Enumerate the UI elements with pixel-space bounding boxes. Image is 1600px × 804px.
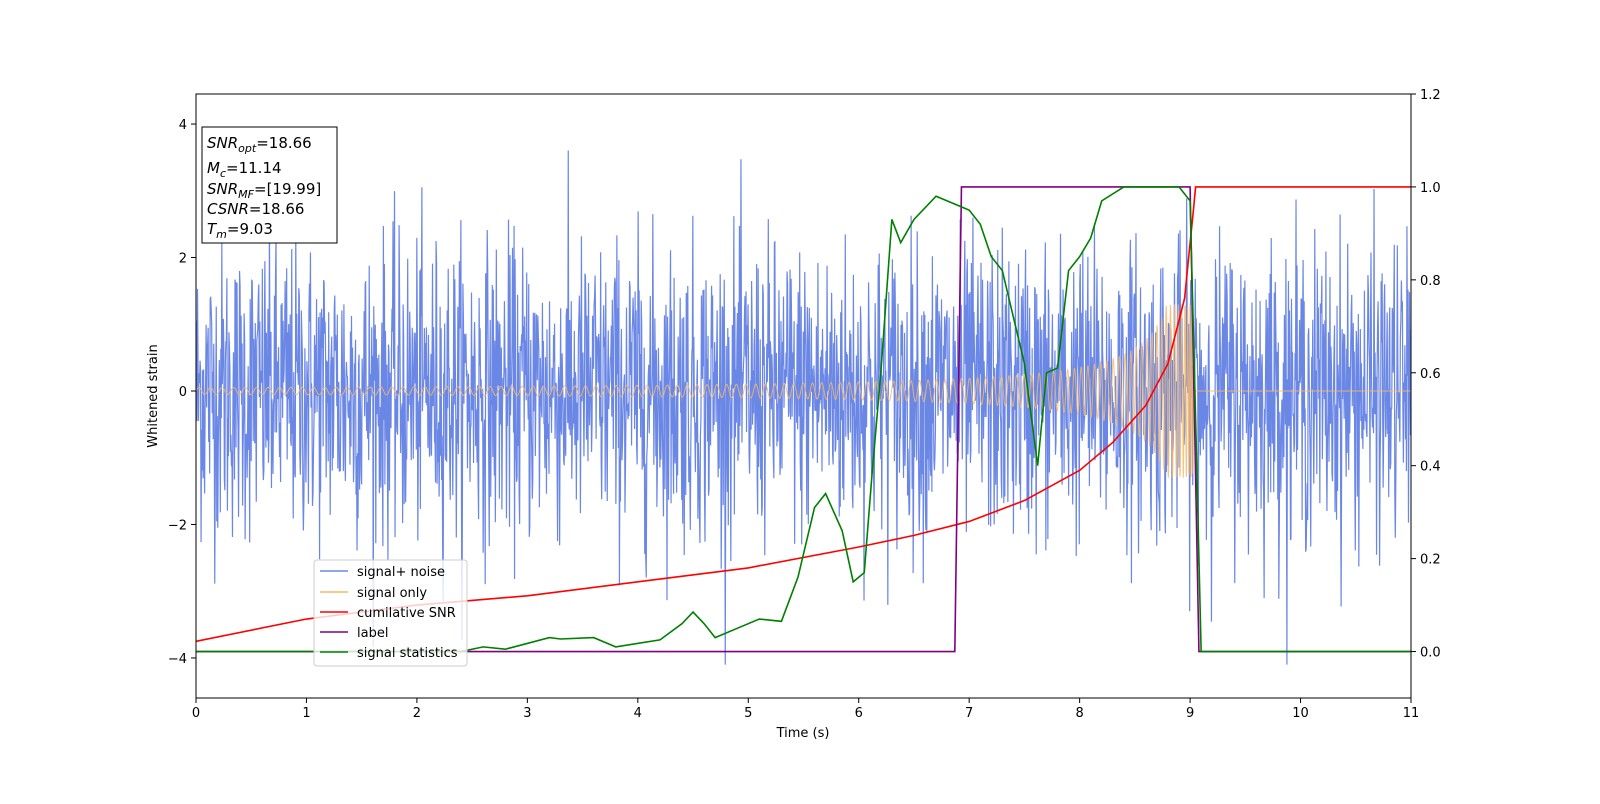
info-box: SNRopt=18.66 Mc=11.14 SNRMF=[19.99] CSNR…	[201, 126, 338, 244]
legend: signal+ noise signal only cumilative SNR…	[313, 559, 468, 667]
x-tick-label: 5	[744, 706, 752, 721]
x-tick-label: 0	[192, 706, 200, 721]
series-signal-statistics	[196, 186, 1411, 653]
x-tick-label: 8	[1075, 706, 1083, 721]
plot-frame	[195, 93, 1412, 699]
x-tick-label: 2	[413, 706, 421, 721]
info-box-frame	[201, 126, 338, 244]
y2-tick-label: 0.8	[1420, 274, 1441, 289]
series-cumulative-snr	[196, 186, 1411, 643]
info-mc: Mc=11.14	[207, 159, 282, 180]
info-snr-mf: SNRMF=[19.99]	[207, 180, 321, 201]
axis-layer: 0 1 2 3 4 5 6 7 8 9 10 11 −4 −2 0 2 4 0.0 0.2 0.4 0.6 0.8 1.0 1…	[168, 88, 1441, 721]
y2-tick-label: 0.4	[1420, 460, 1441, 475]
y-tick-label: 0	[179, 385, 187, 400]
x-tick-label: 3	[523, 706, 531, 721]
y-tick-label: 2	[179, 252, 187, 267]
x-tick-label: 10	[1292, 706, 1309, 721]
x-tick-label: 9	[1186, 706, 1194, 721]
x-tick-label: 4	[634, 706, 642, 721]
y-axis-label: Whitened strain	[146, 344, 161, 447]
legend-label-signal-statistics: signal statistics	[357, 646, 458, 661]
info-csnr: CSNR=18.66	[207, 200, 304, 218]
legend-label-cumulative-snr: cumilative SNR	[357, 606, 456, 621]
x-axis-label: Time (s)	[776, 726, 830, 741]
y2-tick-label: 1.2	[1420, 88, 1441, 103]
y-tick-label: −2	[168, 518, 187, 533]
y2-tick-label: 0.0	[1420, 646, 1441, 661]
x-tick-label: 6	[855, 706, 863, 721]
y-tick-label: −4	[168, 652, 187, 667]
x-tick-label: 11	[1403, 706, 1420, 721]
legend-label-signal-only: signal only	[357, 586, 427, 601]
x-tick-label: 7	[965, 706, 973, 721]
series-signal-only	[196, 304, 1411, 479]
legend-label-label: label	[357, 626, 388, 641]
legend-label-signal-noise: signal+ noise	[357, 565, 445, 580]
y2-tick-label: 0.6	[1420, 367, 1441, 382]
info-snr-opt: SNRopt=18.66	[207, 134, 312, 155]
series-layer	[196, 150, 1411, 665]
y2-tick-label: 0.2	[1420, 553, 1441, 568]
y2-tick-label: 1.0	[1420, 181, 1441, 196]
legend-frame	[313, 559, 468, 667]
x-tick-label: 1	[302, 706, 310, 721]
y-tick-label: 4	[179, 118, 187, 133]
info-tm: Tm=9.03	[207, 220, 273, 241]
